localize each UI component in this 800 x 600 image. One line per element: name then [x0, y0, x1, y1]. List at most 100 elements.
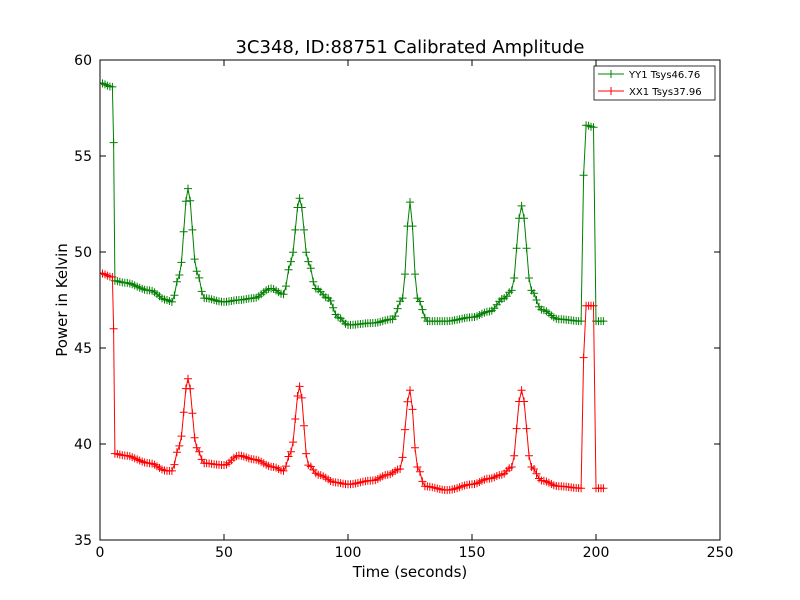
y-axis-label: Power in Kelvin	[53, 243, 71, 357]
y-tick-label: 60	[74, 53, 92, 69]
x-tick-label: 0	[96, 545, 105, 561]
data-point-marker	[599, 484, 608, 493]
data-point-marker	[532, 296, 541, 304]
data-point-marker	[197, 287, 206, 296]
data-point-marker	[170, 291, 179, 300]
legend-entry-yy1: YY1 Tsys46.76	[598, 70, 700, 81]
series-layer	[100, 79, 608, 495]
plot-area	[100, 79, 608, 495]
chart-title: 3C348, ID:88751 Calibrated Amplitude	[235, 37, 584, 58]
data-point-marker	[109, 138, 118, 147]
data-point-marker	[589, 123, 598, 132]
data-point-marker	[522, 244, 531, 253]
data-point-marker	[304, 257, 313, 266]
data-point-marker	[167, 297, 176, 306]
legend: YY1 Tsys46.76 XX1 Tsys37.96	[593, 65, 716, 101]
data-point-marker	[411, 270, 419, 279]
data-point-marker	[517, 201, 526, 210]
data-point-marker	[188, 225, 197, 234]
x-tick-label: 100	[335, 545, 362, 561]
series-yy1	[100, 79, 608, 329]
y-tick-label: 50	[74, 245, 92, 261]
x-axis: 0 50 100 150 200 250	[96, 60, 733, 561]
data-point-marker	[520, 397, 529, 406]
data-point-marker	[302, 248, 311, 257]
data-point-marker	[279, 290, 288, 299]
data-point-marker	[184, 374, 192, 383]
data-point-marker	[326, 296, 335, 305]
data-point-marker	[393, 304, 402, 313]
data-point-marker	[190, 433, 199, 442]
data-point-marker	[190, 255, 199, 264]
legend-entry-xx1: XX1 Tsys37.96	[598, 87, 702, 98]
data-point-marker	[510, 274, 519, 282]
data-point-marker	[391, 312, 400, 321]
data-point-marker	[530, 289, 538, 298]
data-point-marker	[188, 409, 197, 418]
data-point-marker	[579, 171, 588, 180]
data-point-marker	[291, 415, 300, 423]
legend-marker-xx1	[607, 87, 615, 95]
data-point-marker	[418, 477, 427, 486]
data-point-marker	[406, 198, 414, 207]
data-point-marker	[186, 384, 195, 393]
legend-box	[593, 65, 716, 101]
y-tick-label: 40	[74, 437, 92, 453]
data-point-marker	[520, 214, 529, 223]
data-point-marker	[510, 451, 519, 460]
data-point-marker	[302, 449, 311, 458]
data-point-marker	[170, 460, 179, 469]
data-point-marker	[109, 324, 118, 333]
data-point-marker	[195, 447, 204, 456]
data-point-marker	[396, 465, 405, 473]
data-point-marker	[186, 196, 195, 205]
data-point-marker	[289, 248, 298, 257]
y-tick-label: 55	[74, 149, 92, 165]
data-point-marker	[401, 425, 409, 434]
data-point-marker	[530, 465, 538, 473]
data-point-marker	[517, 386, 526, 395]
data-point-marker	[179, 227, 188, 236]
data-point-marker	[532, 469, 541, 478]
x-axis-label: Time (seconds)	[352, 563, 468, 581]
data-point-marker	[306, 264, 315, 273]
data-point-marker	[579, 353, 588, 362]
data-point-marker	[300, 421, 308, 430]
data-point-marker	[284, 452, 293, 461]
data-point-marker	[192, 267, 201, 276]
data-point-marker	[507, 463, 516, 471]
data-point-marker	[167, 466, 176, 475]
data-point-marker	[279, 466, 288, 475]
data-point-marker	[295, 382, 304, 391]
data-point-marker	[401, 270, 409, 279]
data-point-marker	[179, 408, 188, 417]
data-point-marker	[577, 484, 586, 493]
data-point-marker	[415, 297, 424, 306]
axes-frame	[99, 59, 721, 541]
data-point-marker	[287, 447, 295, 456]
data-point-marker	[418, 305, 427, 314]
data-point-marker	[282, 462, 290, 471]
data-point-marker	[589, 301, 598, 310]
data-point-marker	[300, 225, 308, 234]
data-point-marker	[403, 397, 412, 406]
legend-label-yy1: YY1 Tsys46.76	[628, 70, 700, 81]
x-tick-label: 50	[215, 545, 233, 561]
data-point-marker	[512, 424, 521, 433]
data-point-marker	[398, 453, 407, 462]
data-point-marker	[413, 463, 422, 471]
data-point-marker	[408, 222, 417, 231]
data-point-marker	[108, 82, 117, 91]
data-point-marker	[177, 258, 186, 267]
data-point-marker	[406, 386, 414, 395]
data-point-marker	[297, 393, 306, 402]
y-tick-label: 45	[74, 341, 92, 357]
data-point-marker	[175, 271, 184, 279]
data-point-marker	[599, 317, 608, 326]
data-point-marker	[175, 441, 184, 450]
data-point-marker	[512, 244, 521, 253]
data-point-marker	[408, 405, 417, 414]
x-tick-label: 150	[459, 545, 486, 561]
data-point-marker	[525, 451, 533, 460]
